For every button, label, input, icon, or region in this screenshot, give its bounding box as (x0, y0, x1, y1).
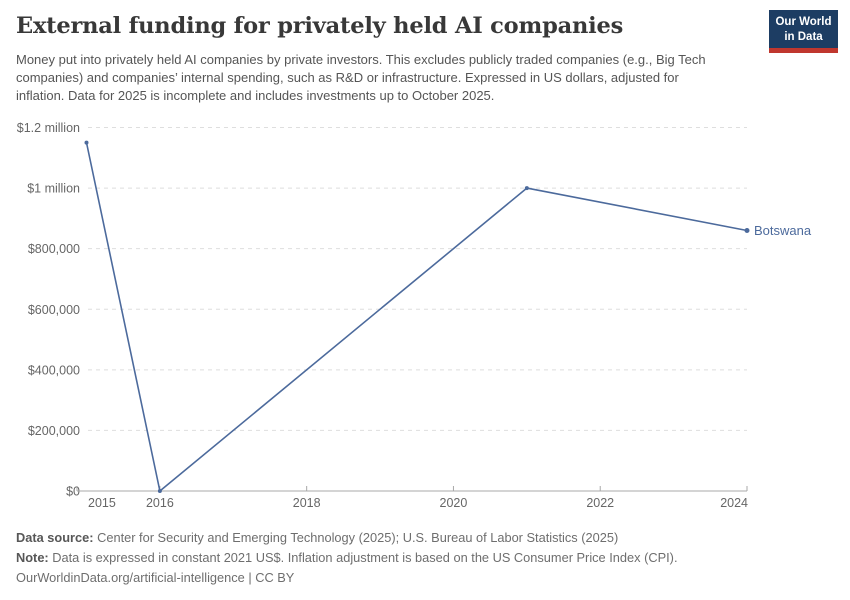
data-point-end (744, 227, 750, 233)
note-line: Note: Data is expressed in constant 2021… (16, 548, 836, 568)
y-axis-tick-label: $1 million (27, 182, 80, 196)
note-text: Data is expressed in constant 2021 US$. … (52, 550, 678, 565)
page-title: External funding for privately held AI c… (16, 13, 624, 39)
data-point (524, 186, 529, 191)
data-point (84, 140, 89, 145)
chart-footer: Data source: Center for Security and Eme… (16, 528, 836, 588)
x-axis-tick-label: 2016 (146, 496, 174, 510)
x-axis-tick-label: 2020 (440, 496, 468, 510)
y-axis-tick-label: $800,000 (28, 242, 80, 256)
x-axis-tick-label: 2022 (586, 496, 614, 510)
series-line (85, 141, 748, 492)
owid-logo-line2: in Data (784, 30, 823, 43)
owid-logo: Our World in Data (769, 10, 838, 53)
license-line: OurWorldinData.org/artificial-intelligen… (16, 570, 295, 585)
chart-subtitle: Money put into privately held AI compani… (16, 52, 706, 103)
x-axis-tick-label: 2018 (293, 496, 321, 510)
line-chart: $0$200,000$400,000$600,000$800,000$1 mil… (17, 121, 812, 510)
x-axis-tick-label: 2024 (720, 496, 748, 510)
owid-logo-line1: Our World (775, 16, 832, 28)
series-end-label: Botswana (754, 223, 812, 238)
x-axis-tick-label: 2015 (88, 496, 116, 510)
y-axis-tick-label: $1.2 million (17, 121, 80, 135)
y-axis-tick-label: $600,000 (28, 303, 80, 317)
data-source-label: Data source: (16, 530, 94, 545)
data-point (157, 489, 162, 493)
y-axis-tick-label: $200,000 (28, 424, 80, 438)
note-label: Note: (16, 550, 49, 565)
data-source-text: Center for Security and Emerging Technol… (97, 530, 619, 545)
data-source-line: Data source: Center for Security and Eme… (16, 528, 836, 548)
y-axis-tick-label: $400,000 (28, 363, 80, 377)
